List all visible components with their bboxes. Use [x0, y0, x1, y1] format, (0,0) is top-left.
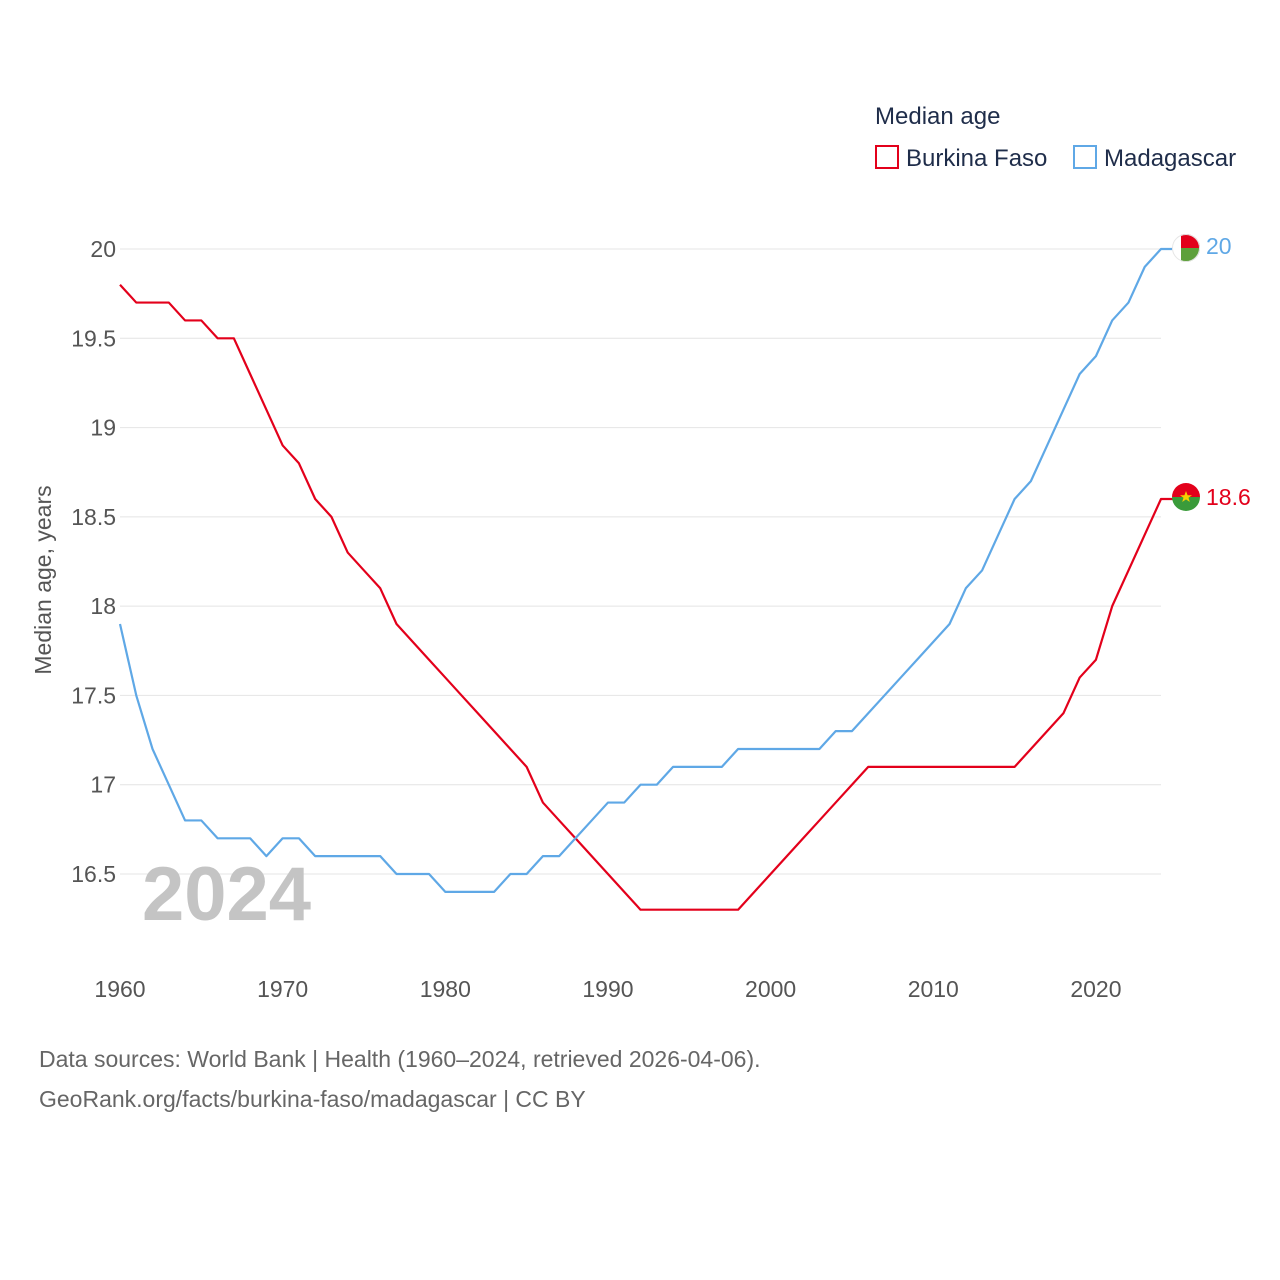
legend-swatch-burkina-faso[interactable] — [875, 145, 899, 169]
x-tick-label: 1990 — [582, 976, 633, 1002]
series-lines — [118, 247, 1173, 911]
y-tick-label: 19 — [90, 415, 116, 441]
end-label-madagascar: 20 — [1206, 233, 1232, 259]
legend-title: Median age — [875, 103, 1000, 130]
y-tick-label: 18.5 — [71, 504, 116, 530]
burkina-faso-flag-icon — [1172, 483, 1200, 511]
x-tick-label: 1960 — [94, 976, 145, 1002]
y-tick-label: 18 — [90, 593, 116, 619]
legend: Median age Burkina Faso Madagascar — [875, 103, 1236, 172]
legend-swatch-madagascar[interactable] — [1073, 145, 1097, 169]
legend-label-burkina-faso[interactable]: Burkina Faso — [906, 145, 1047, 172]
series-line-burkina-faso[interactable] — [119, 283, 1173, 911]
x-tick-label: 2020 — [1070, 976, 1121, 1002]
x-axis-ticks: 1960 1970 1980 1990 2000 2010 2020 — [94, 976, 1121, 1002]
attribution-text: GeoRank.org/facts/burkina-faso/madagasca… — [39, 1086, 586, 1112]
y-tick-label: 20 — [90, 236, 116, 262]
legend-label-madagascar[interactable]: Madagascar — [1104, 145, 1236, 172]
data-source-text: Data sources: World Bank | Health (1960–… — [39, 1046, 761, 1072]
x-tick-label: 1980 — [420, 976, 471, 1002]
gridlines — [120, 248, 1161, 875]
x-tick-label: 2010 — [908, 976, 959, 1002]
y-axis-ticks: 16.5 17 17.5 18 18.5 19 19.5 20 — [71, 236, 116, 887]
y-axis-title: Median age, years — [30, 485, 56, 674]
y-tick-label: 17 — [90, 772, 116, 798]
madagascar-flag-icon — [1172, 234, 1200, 262]
y-tick-label: 19.5 — [71, 325, 116, 351]
y-tick-label: 17.5 — [71, 682, 116, 708]
x-tick-label: 1970 — [257, 976, 308, 1002]
series-line-madagascar[interactable] — [118, 247, 1173, 893]
end-label-burkina-faso: 18.6 — [1206, 484, 1251, 510]
x-tick-label: 2000 — [745, 976, 796, 1002]
year-watermark: 2024 — [142, 852, 311, 937]
line-chart: 16.5 17 17.5 18 18.5 19 19.5 20 1960 1970 1980 199… — [30, 103, 1251, 1002]
y-tick-label: 16.5 — [71, 861, 116, 887]
